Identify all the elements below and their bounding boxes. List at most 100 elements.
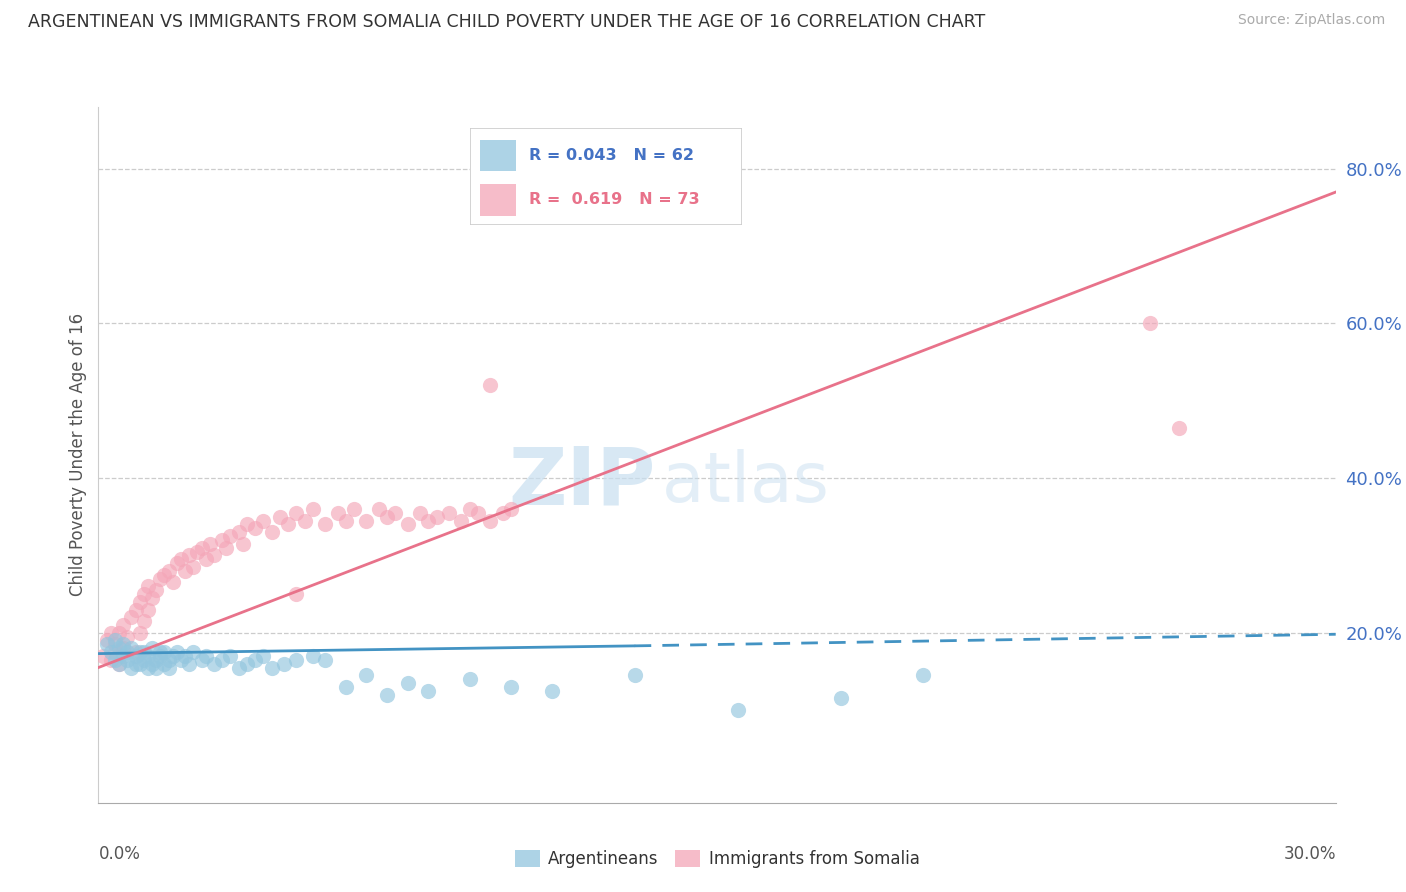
Point [166, 556, 188, 570]
Point [243, 653, 266, 667]
Point [830, 691, 852, 706]
Point [149, 572, 172, 586]
Point [124, 648, 146, 663]
Text: ARGENTINEAN VS IMMIGRANTS FROM SOMALIA CHILD POVERTY UNDER THE AGE OF 16 CORRELA: ARGENTINEAN VS IMMIGRANTS FROM SOMALIA C… [28, 13, 986, 31]
Point [623, 668, 645, 682]
Point [128, 625, 150, 640]
Point [128, 657, 150, 671]
Point [181, 560, 204, 574]
Point [437, 506, 460, 520]
Point [294, 514, 316, 528]
Point [273, 657, 295, 671]
Point [396, 676, 419, 690]
Point [211, 533, 233, 547]
Point [132, 653, 155, 667]
Point [153, 657, 176, 671]
Point [112, 641, 135, 656]
Point [219, 648, 242, 663]
Point [202, 657, 225, 671]
Point [112, 618, 135, 632]
Point [499, 502, 522, 516]
Point [384, 506, 406, 520]
Point [458, 672, 481, 686]
Point [136, 648, 159, 663]
Point [314, 653, 336, 667]
Point [108, 657, 131, 671]
Point [236, 517, 259, 532]
Point [285, 506, 308, 520]
Point [145, 583, 167, 598]
Point [117, 645, 139, 659]
Point [260, 525, 283, 540]
Point [145, 660, 167, 674]
Point [170, 552, 193, 566]
Point [153, 567, 176, 582]
Point [302, 648, 325, 663]
Point [409, 506, 432, 520]
Point [198, 537, 221, 551]
Point [153, 645, 176, 659]
Point [285, 653, 308, 667]
Point [117, 630, 139, 644]
Point [179, 549, 201, 563]
Point [211, 653, 233, 667]
Point [124, 645, 146, 659]
Point [162, 575, 184, 590]
Text: atlas: atlas [661, 450, 830, 516]
Point [269, 509, 291, 524]
Point [190, 653, 212, 667]
Point [252, 514, 274, 528]
Point [302, 502, 325, 516]
Point [418, 514, 440, 528]
Point [499, 680, 522, 694]
Point [343, 502, 366, 516]
Point [100, 625, 122, 640]
Point [112, 637, 135, 651]
Point [219, 529, 242, 543]
Point [277, 517, 299, 532]
Point [124, 602, 146, 616]
Point [194, 648, 217, 663]
Point [174, 564, 197, 578]
Point [450, 514, 472, 528]
Point [104, 637, 127, 651]
Point [174, 648, 197, 663]
Point [228, 660, 250, 674]
Point [1139, 317, 1161, 331]
Point [467, 506, 489, 520]
Point [215, 541, 238, 555]
Point [335, 680, 357, 694]
Point [100, 653, 122, 667]
Point [243, 521, 266, 535]
Point [128, 595, 150, 609]
Point [149, 645, 172, 659]
Legend: Argentineans, Immigrants from Somalia: Argentineans, Immigrants from Somalia [508, 843, 927, 874]
Point [170, 653, 193, 667]
Point [104, 633, 127, 648]
Point [375, 509, 398, 524]
Point [136, 660, 159, 674]
Text: Source: ZipAtlas.com: Source: ZipAtlas.com [1237, 13, 1385, 28]
Text: ZIP: ZIP [508, 443, 655, 522]
Point [145, 653, 167, 667]
Y-axis label: Child Poverty Under the Age of 16: Child Poverty Under the Age of 16 [69, 313, 87, 597]
Point [132, 587, 155, 601]
Point [202, 549, 225, 563]
Point [1168, 421, 1191, 435]
Point [179, 657, 201, 671]
Point [375, 688, 398, 702]
Point [418, 683, 440, 698]
Point [186, 544, 208, 558]
Point [236, 657, 259, 671]
Text: 30.0%: 30.0% [1284, 845, 1336, 863]
Point [356, 668, 378, 682]
Point [491, 506, 513, 520]
Point [326, 506, 349, 520]
Point [190, 541, 212, 555]
Point [166, 645, 188, 659]
Point [141, 657, 163, 671]
Point [112, 648, 135, 663]
Point [124, 657, 146, 671]
Point [232, 537, 254, 551]
Point [108, 625, 131, 640]
